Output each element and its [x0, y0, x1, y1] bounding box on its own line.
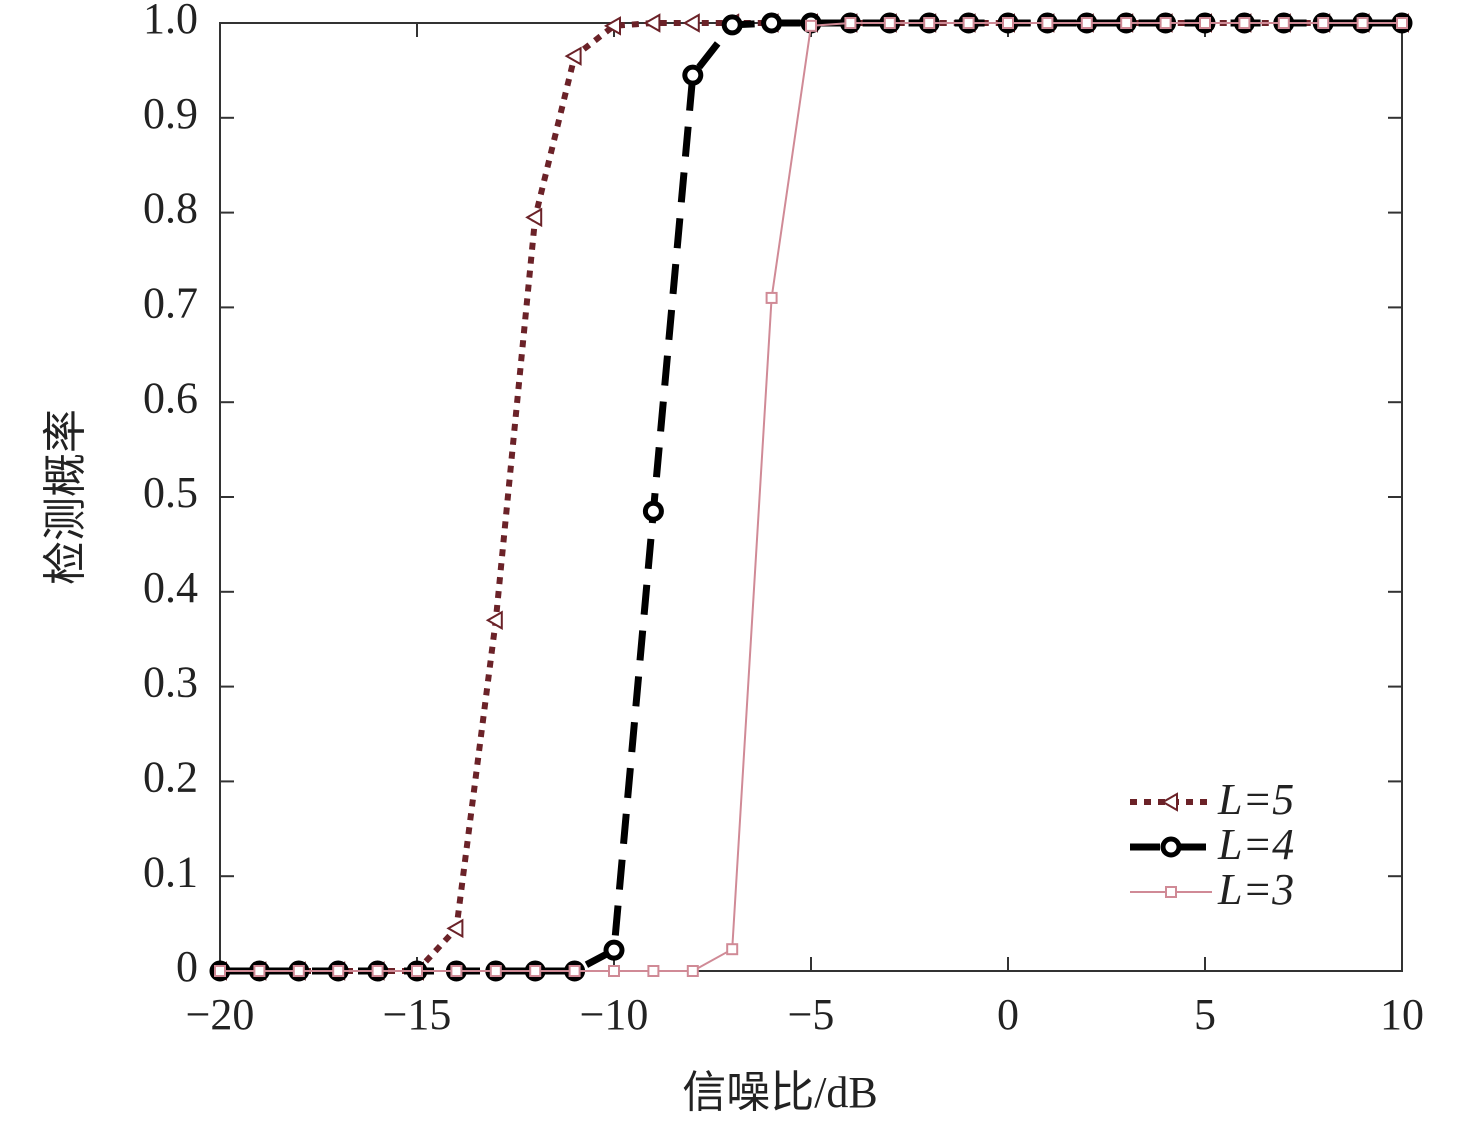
marker [568, 965, 581, 977]
x-tick-label: 0 [997, 990, 1019, 1039]
y-tick-label: 0.3 [143, 658, 198, 707]
marker [761, 12, 783, 34]
marker [1080, 17, 1093, 29]
x-tick-label: −20 [186, 990, 255, 1039]
y-tick-label: 0.9 [143, 89, 198, 138]
marker [883, 17, 896, 29]
marker [603, 16, 621, 36]
x-axis-label: 信噪比/dB [682, 1068, 878, 1117]
marker [489, 965, 502, 977]
marker [1041, 17, 1054, 29]
x-tick-label: −15 [383, 990, 452, 1039]
x-tick-label: −5 [788, 990, 835, 1039]
marker [1160, 836, 1182, 858]
marker [371, 965, 384, 977]
marker [1165, 886, 1177, 898]
marker [1160, 792, 1178, 812]
marker [1317, 17, 1330, 29]
y-tick-label: 0.7 [143, 278, 198, 327]
marker [1002, 17, 1014, 29]
y-tick-label: 1.0 [143, 0, 198, 43]
y-tick-label: 0.1 [143, 847, 198, 896]
marker [292, 965, 305, 977]
marker [642, 500, 664, 522]
marker [923, 17, 936, 29]
marker [1277, 17, 1290, 29]
x-tick-label: 5 [1194, 990, 1216, 1039]
marker [608, 965, 620, 977]
marker [1199, 17, 1211, 29]
legend-label: L=4 [1217, 820, 1294, 869]
marker [525, 207, 543, 228]
x-tick-label: −10 [580, 990, 649, 1039]
legend-label: L=3 [1217, 865, 1294, 914]
marker [686, 965, 699, 977]
marker [1238, 17, 1251, 29]
marker [529, 965, 542, 977]
marker [253, 965, 266, 977]
marker [682, 13, 700, 33]
legend-label: L=5 [1217, 775, 1294, 824]
y-tick-label: 0.8 [143, 184, 198, 233]
marker [643, 13, 661, 33]
marker [765, 291, 778, 304]
y-tick-label: 0 [176, 942, 198, 991]
y-tick-label: 0.2 [143, 752, 198, 801]
y-axis-label: 检测概率 [41, 409, 90, 585]
marker [450, 965, 463, 977]
marker [844, 17, 857, 29]
marker [726, 943, 739, 956]
y-tick-label: 0.6 [143, 373, 198, 422]
marker [1120, 17, 1133, 29]
marker [1159, 17, 1172, 29]
marker [805, 19, 817, 32]
marker [1396, 17, 1408, 29]
marker [564, 46, 582, 66]
marker [647, 965, 660, 977]
y-tick-label: 0.4 [143, 563, 198, 612]
marker [721, 14, 743, 36]
marker [332, 965, 345, 977]
marker [214, 965, 226, 977]
marker [962, 17, 975, 29]
marker [446, 918, 464, 939]
x-tick-label: 10 [1380, 990, 1424, 1039]
marker [603, 939, 625, 961]
y-tick-label: 0.5 [143, 468, 198, 517]
marker [1356, 17, 1369, 29]
marker [485, 610, 503, 630]
marker [411, 965, 423, 977]
marker [682, 64, 704, 86]
